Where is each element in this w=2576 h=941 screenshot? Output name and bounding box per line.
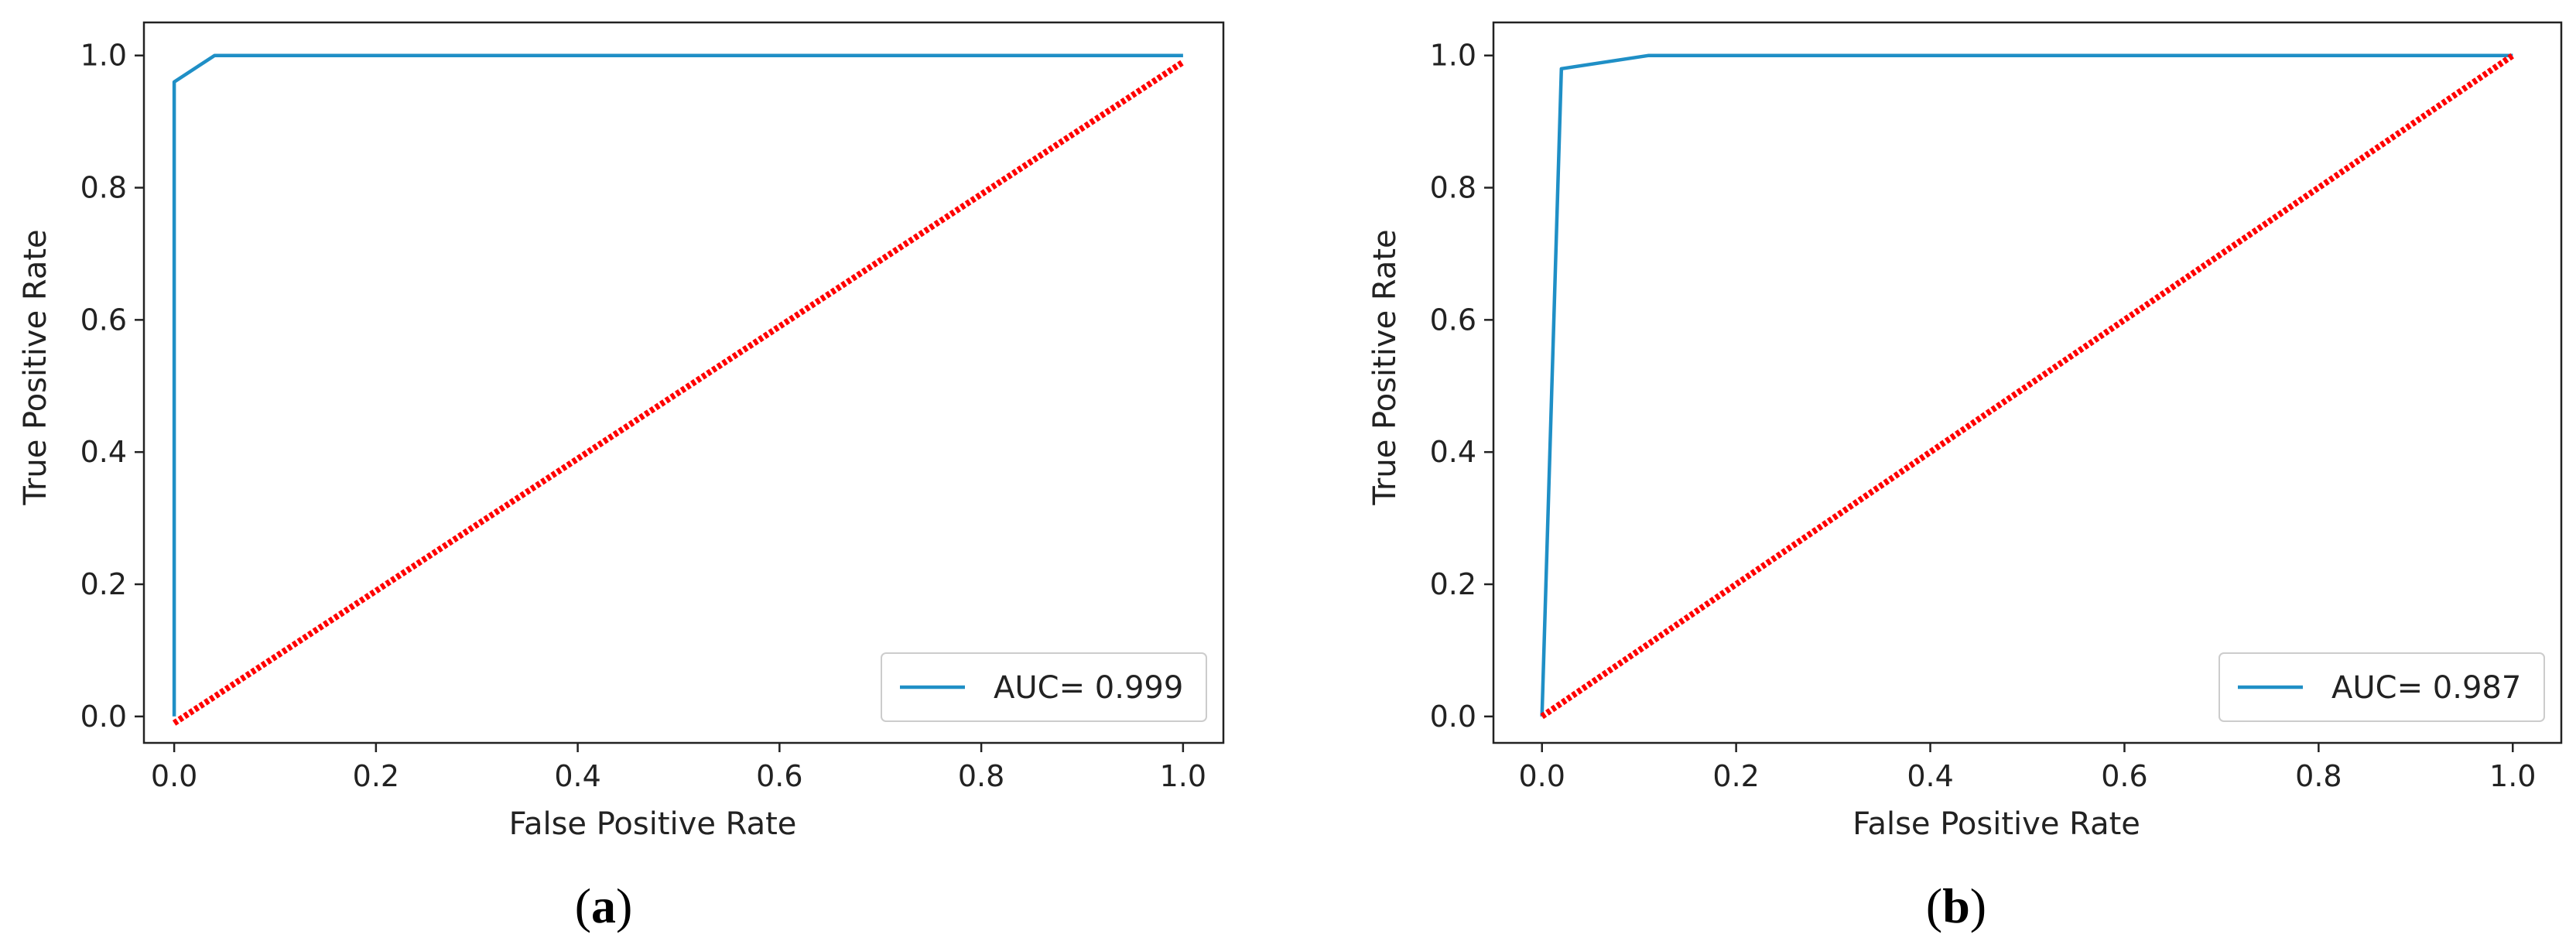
x-tick-label: 0.6 (2101, 759, 2147, 793)
x-tick-label: 0.2 (1712, 759, 1759, 793)
y-tick-label: 0.8 (1430, 171, 1476, 205)
legend: AUC= 0.987 (2219, 652, 2545, 722)
legend: AUC= 0.999 (881, 652, 1207, 722)
y-tick-label: 1.0 (1430, 39, 1476, 73)
panel-caption-letter: b (1942, 878, 1970, 933)
x-axis-title: False Positive Rate (509, 806, 797, 842)
legend-box (881, 652, 1207, 722)
y-tick-label: 0.6 (80, 303, 127, 337)
panel-caption-open: ( (1926, 878, 1942, 933)
panel-caption: (b) (1926, 878, 1986, 933)
x-tick-label: 0.8 (958, 759, 1004, 793)
legend-label: AUC= 0.999 (994, 670, 1183, 706)
panel-caption: (a) (575, 878, 633, 933)
legend-label: AUC= 0.987 (2331, 670, 2521, 706)
y-tick-label: 0.4 (80, 435, 127, 469)
x-tick-label: 0.6 (756, 759, 802, 793)
panel-caption-letter: a (591, 878, 616, 933)
diagonal-reference-line (172, 59, 1185, 726)
panel-caption-open: ( (575, 878, 591, 933)
x-tick-label: 0.8 (2295, 759, 2342, 793)
roc-curve (172, 53, 1183, 717)
x-tick-label: 0.4 (1907, 759, 1953, 793)
x-tick-label: 0.0 (1519, 759, 1565, 793)
y-tick-label: 0.4 (1430, 435, 1476, 469)
y-axis-title: True Positive Rate (18, 229, 53, 505)
roc-panel-b: 0.0 0.2 0.4 0.6 0.8 1.0 0.0 0.2 0.4 0.6 0.8 1.0 Fals… (1367, 21, 2563, 933)
roc-curve (1540, 53, 2513, 717)
diagonal-reference-line (1540, 53, 2515, 720)
roc-panel-a: 0.0 0.2 0.4 0.6 0.8 1.0 0.0 0.2 0.4 0.6 0.8 1.0 Fals… (18, 21, 1225, 933)
y-tick-label: 0.2 (80, 567, 127, 601)
x-tick-label: 1.0 (2489, 759, 2536, 793)
y-tick-label: 1.0 (80, 39, 127, 73)
panel-caption-close: ) (616, 878, 632, 933)
y-tick-label: 0.8 (80, 171, 127, 205)
y-tick-label: 0.2 (1430, 567, 1476, 601)
panel-caption-close: ) (1970, 878, 1986, 933)
y-tick-label: 0.0 (1430, 700, 1476, 734)
x-tick-label: 0.0 (151, 759, 197, 793)
x-tick-label: 0.2 (353, 759, 399, 793)
y-axis-title: True Positive Rate (1367, 229, 1403, 505)
x-tick-label: 1.0 (1160, 759, 1206, 793)
plot-frame (142, 21, 1225, 744)
y-tick-label: 0.6 (1430, 303, 1476, 337)
x-tick-label: 0.4 (554, 759, 600, 793)
x-axis-title: False Positive Rate (1852, 806, 2140, 842)
plot-frame (1492, 21, 2563, 744)
legend-box (2219, 652, 2545, 722)
y-tick-label: 0.0 (80, 700, 127, 734)
